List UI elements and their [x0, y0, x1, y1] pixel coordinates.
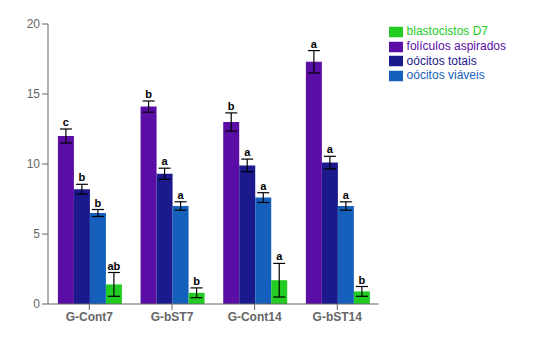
svg-text:ab: ab	[107, 260, 120, 272]
svg-text:b: b	[145, 88, 152, 100]
svg-text:5: 5	[33, 227, 40, 241]
svg-text:a: a	[311, 38, 318, 50]
svg-text:b: b	[79, 171, 86, 183]
svg-text:b: b	[193, 275, 200, 287]
html-text:folículos aspirados: folículos aspirados	[406, 38, 506, 53]
svg-text:b: b	[228, 100, 235, 112]
svg-text:G-bST7: G-bST7	[151, 310, 194, 324]
svg-text:a: a	[244, 146, 251, 158]
svg-text:c: c	[63, 116, 69, 128]
html-text:oócitos totais: oócitos totais	[406, 53, 477, 68]
svg-text:15: 15	[27, 87, 41, 101]
svg-text:a: a	[276, 250, 283, 262]
svg-text:a: a	[178, 189, 185, 201]
svg-text:a: a	[343, 189, 350, 201]
svg-text:0: 0	[33, 297, 40, 311]
svg-text:a: a	[162, 155, 169, 167]
svg-text:b: b	[95, 197, 102, 209]
html-text:oócitos viáveis: oócitos viáveis	[406, 68, 485, 83]
svg-text:a: a	[260, 180, 267, 192]
html-text:blastocistos D7: blastocistos D7	[406, 24, 488, 38]
svg-text:G-bST14: G-bST14	[313, 310, 363, 324]
svg-text:b: b	[359, 274, 366, 286]
svg-text:10: 10	[27, 157, 41, 171]
svg-text:G-Cont7: G-Cont7	[66, 310, 114, 324]
svg-text:20: 20	[27, 17, 41, 31]
svg-text:G-Cont14: G-Cont14	[228, 310, 282, 324]
svg-text:a: a	[327, 143, 334, 155]
